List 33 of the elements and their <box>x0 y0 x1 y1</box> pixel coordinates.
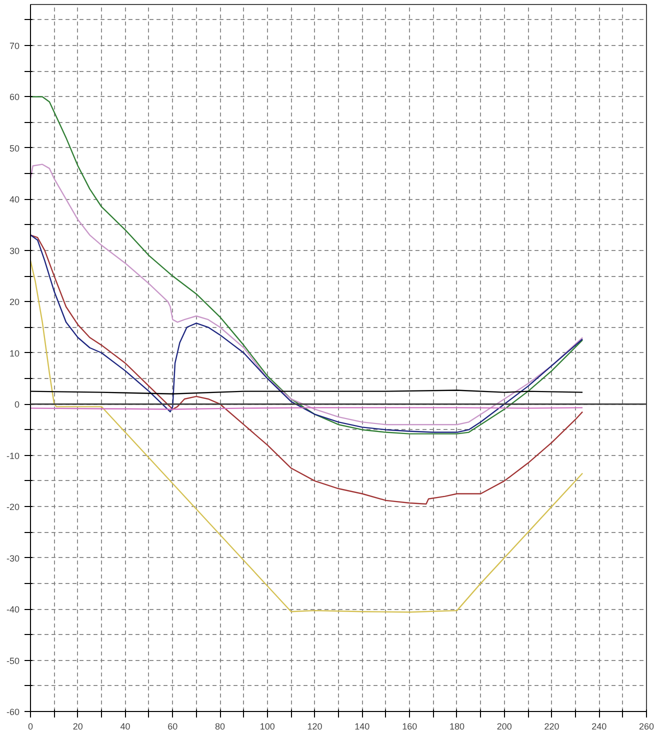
line-series <box>30 164 584 426</box>
y-tick-label: 50 <box>9 143 20 154</box>
x-tick-label: 160 <box>402 722 418 732</box>
x-tick-label: 120 <box>307 722 322 732</box>
x-tick-label: 20 <box>72 722 83 732</box>
x-tick-label: 80 <box>215 722 226 732</box>
y-tick-label: 10 <box>9 348 20 358</box>
y-tick-label: 0 <box>14 400 20 410</box>
x-tick-label: 40 <box>120 722 130 732</box>
x-tick-label: 200 <box>496 722 512 732</box>
x-tick-label: 220 <box>544 722 560 732</box>
y-tick-label: -20 <box>6 502 20 512</box>
y-tick-label: 60 <box>9 92 20 102</box>
y-tick-label: -50 <box>6 656 20 666</box>
line-series <box>30 260 584 613</box>
x-tick-label: 240 <box>592 722 607 732</box>
x-tick-label: 140 <box>354 722 370 732</box>
x-tick-label: 100 <box>260 722 275 732</box>
y-tick-label: -60 <box>6 707 20 717</box>
line-series <box>30 96 584 434</box>
line-series <box>30 234 584 505</box>
x-tick-label: 60 <box>168 722 178 732</box>
y-tick-label: 70 <box>9 40 20 51</box>
y-tick-label: 40 <box>9 194 20 205</box>
y-tick-label: -30 <box>6 553 20 564</box>
x-tick-label: 180 <box>449 722 464 732</box>
x-tick-label: 0 <box>28 722 34 732</box>
y-tick-label: -10 <box>6 450 20 461</box>
line-series <box>30 234 584 433</box>
y-tick-label: 20 <box>9 297 20 308</box>
y-tick-label: 30 <box>9 246 20 256</box>
y-tick-label: -40 <box>6 604 20 615</box>
x-tick-label: 260 <box>638 722 654 732</box>
